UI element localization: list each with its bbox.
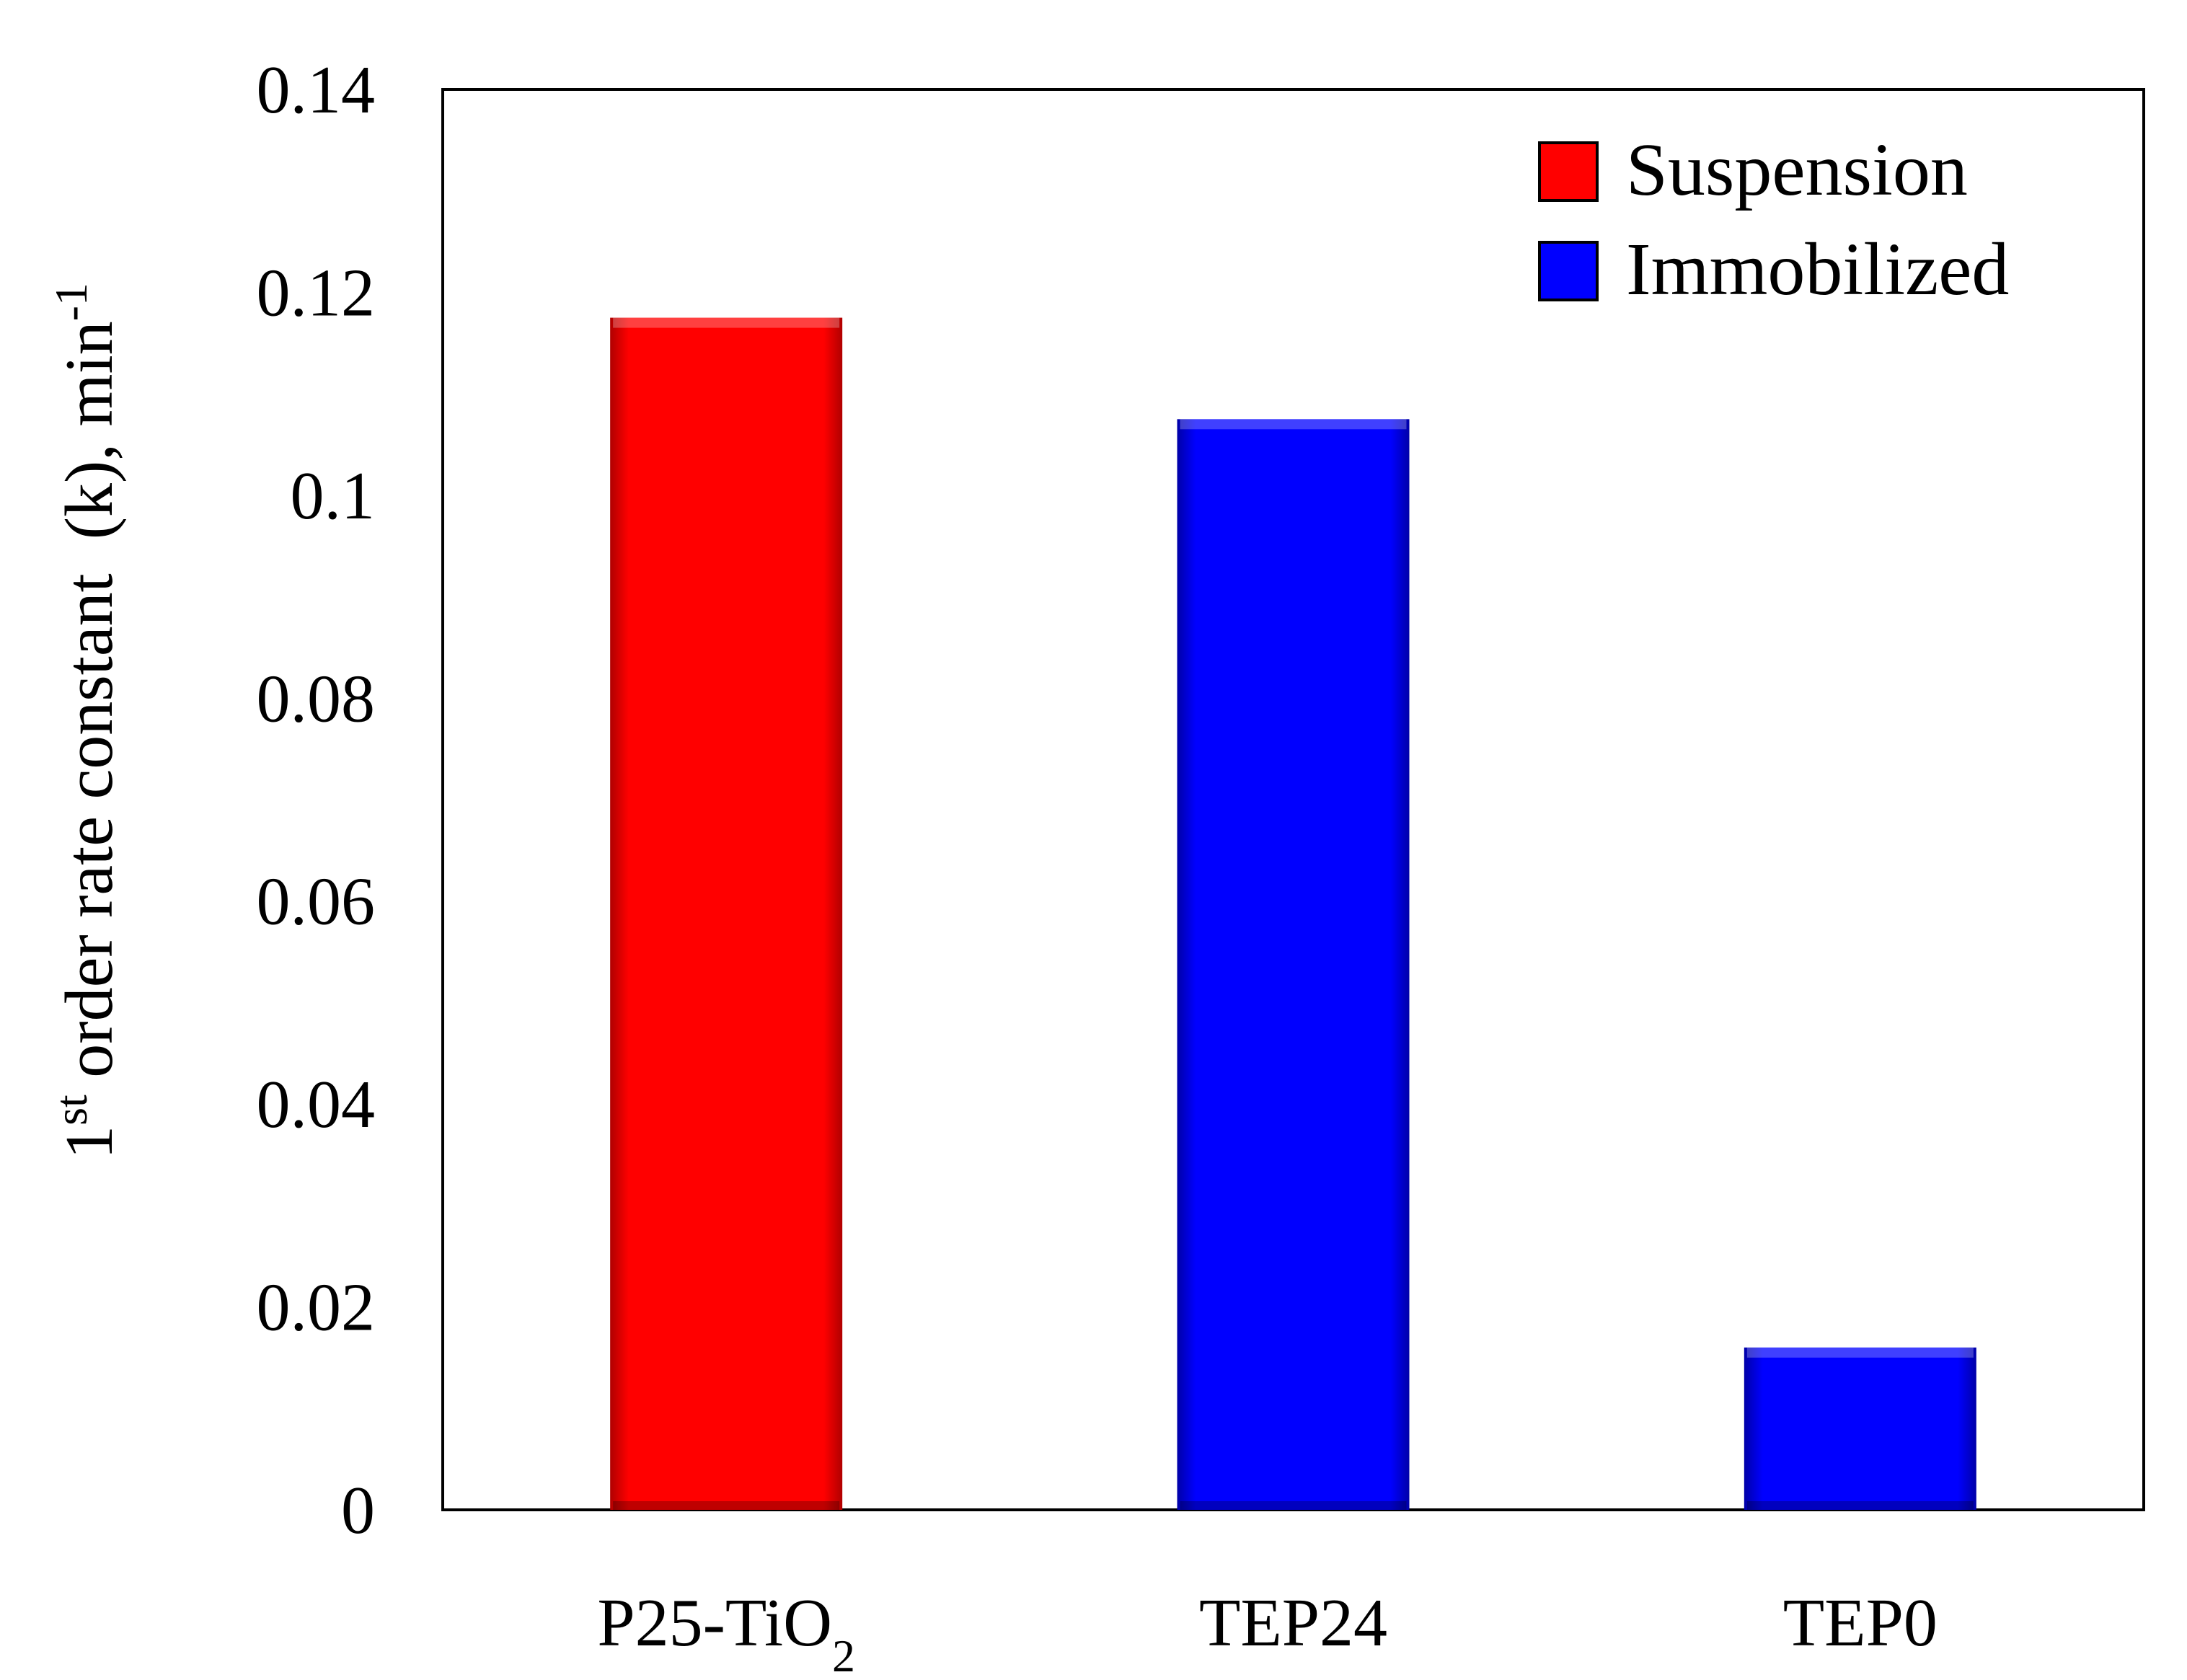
- y-tick-label: 0.06: [257, 865, 376, 940]
- legend-swatch: [1538, 141, 1599, 202]
- y-axis-ticks: 0 0.02 0.04 0.06 0.08 0.1 0.12 0.14: [257, 53, 376, 1548]
- y-tick-label: 0: [341, 1473, 375, 1548]
- y-tick-label: 0.14: [257, 53, 376, 128]
- y-axis-title-group: 1st order rate constant (k), min-1: [45, 283, 128, 1159]
- x-axis-categories: P25-TiO2 TEP24 TEP0: [597, 1586, 1938, 1680]
- x-category-label: TEP0: [1783, 1586, 1938, 1661]
- y-axis-title: 1st order rate constant (k), min-1: [45, 283, 128, 1159]
- bar-2: [1177, 419, 1410, 1510]
- y-tick-label: 0.08: [257, 661, 376, 736]
- bar-1: [610, 317, 843, 1510]
- x-category-label: P25-TiO2: [597, 1586, 855, 1680]
- legend-label: Suspension: [1626, 128, 1968, 211]
- legend-swatch: [1538, 241, 1599, 301]
- legend: Suspension Immobilized: [1538, 128, 2009, 311]
- legend-item: Suspension: [1538, 128, 1968, 211]
- x-category-label: TEP24: [1199, 1586, 1387, 1661]
- y-tick-label: 0.02: [257, 1270, 376, 1345]
- legend-item: Immobilized: [1538, 228, 2009, 311]
- y-tick-label: 0.12: [257, 255, 376, 330]
- y-tick-label: 0.1: [291, 459, 376, 534]
- legend-label: Immobilized: [1626, 228, 2009, 311]
- bars-layer: [610, 317, 1976, 1510]
- bar-3: [1744, 1347, 1976, 1510]
- y-tick-label: 0.04: [257, 1067, 376, 1142]
